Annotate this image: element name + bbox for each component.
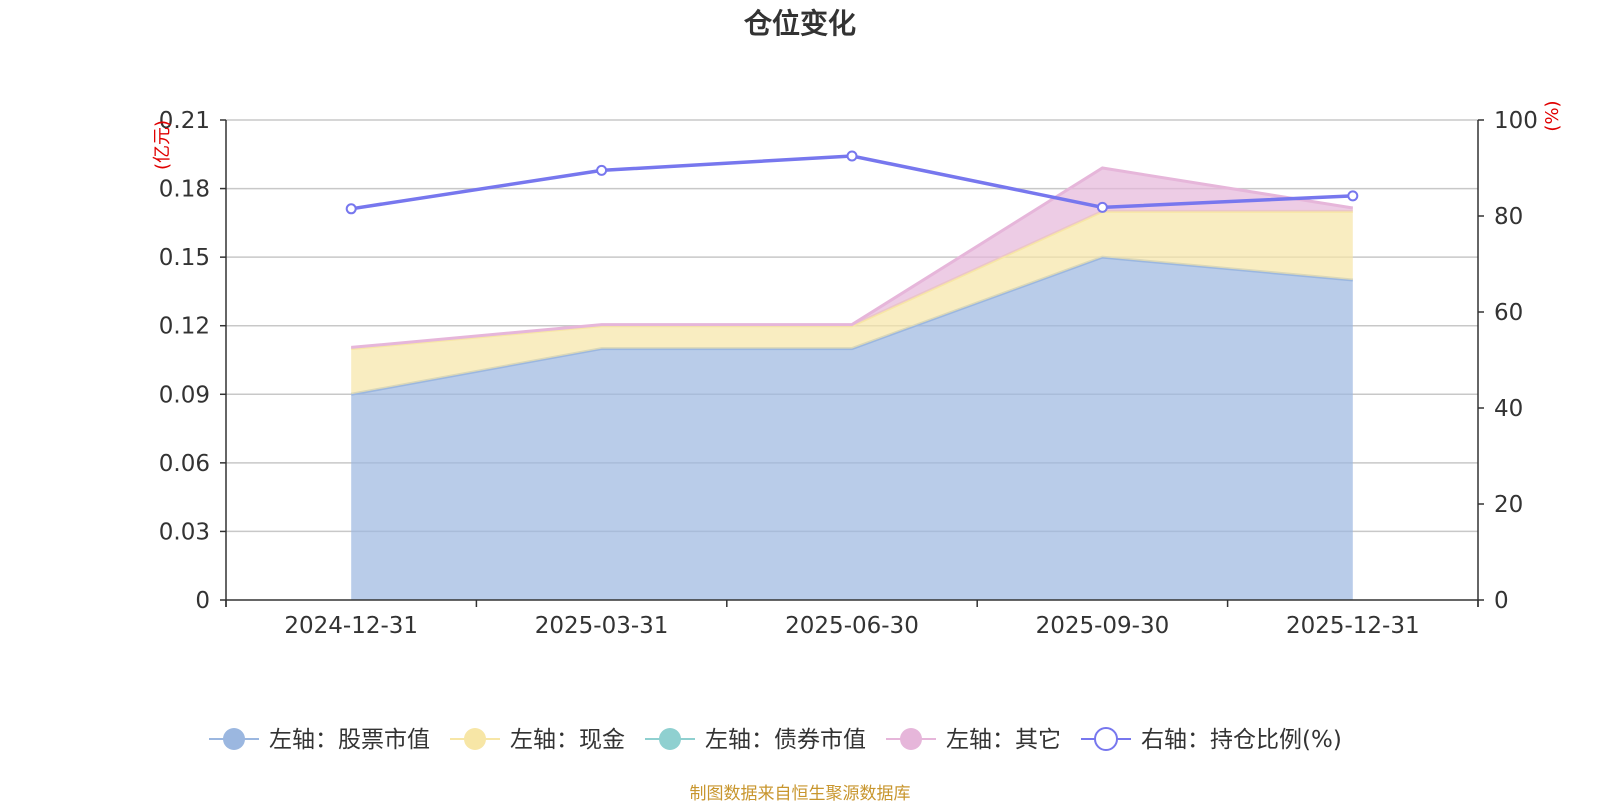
left-axis-tick-label: 0.15 [159,245,210,271]
left-axis-tick-label: 0.09 [159,382,210,408]
left-axis-tick-label: 0.21 [159,108,210,134]
legend-marker [464,728,486,750]
ratio-point [1096,201,1108,213]
data-source-footer: 制图数据来自恒生聚源数据库 [689,784,911,804]
x-axis-tick-label: 2025-03-31 [535,613,669,639]
legend: 左轴：股票市值 左轴：现金 左轴：债券市值 左轴：其它 右轴：持仓比例(%) [209,727,1342,753]
left-axis-tick-label: 0.18 [159,177,210,203]
ratio-point [345,203,357,215]
ratio-point [1347,190,1359,202]
left-axis-tick-label: 0.12 [159,314,210,340]
area-edge-3 [351,166,1354,349]
legend-marker [1094,727,1118,751]
left-axis-tick-label: 0 [195,588,210,614]
area-series [350,166,1354,600]
legend-label: 右轴：持仓比例(%) [1141,727,1342,753]
ratio-line-series [345,150,1359,215]
left-axis-tick-label: 0.03 [159,519,210,545]
right-axis-unit: (%) [1542,100,1563,131]
legend-item-2: 左轴：债券市值 [645,727,866,753]
right-axis-tick-label: 100 [1494,108,1538,134]
legend-item-1: 左轴：现金 [450,727,625,753]
chart-title: 仓位变化 [743,7,856,40]
area-0 [351,257,1353,600]
legend-marker [900,728,922,750]
ratio-point [846,150,858,162]
legend-marker [659,728,681,750]
legend-item-3: 左轴：其它 [886,727,1061,753]
legend-item-0: 左轴：股票市值 [209,727,430,753]
left-axis-unit: (亿元) [152,120,173,170]
ratio-point [596,164,608,176]
area-1 [351,211,1353,395]
right-axis-tick-label: 40 [1494,396,1523,422]
left-axis-tick-label: 0.06 [159,451,210,477]
x-axis-tick-label: 2025-06-30 [785,613,919,639]
right-axis-tick-label: 80 [1494,204,1523,230]
legend-label: 左轴：债券市值 [705,727,866,753]
legend-marker [223,728,245,750]
right-axis-tick-label: 20 [1494,492,1523,518]
right-axis-tick-label: 60 [1494,300,1523,326]
x-axis-tick-label: 2025-09-30 [1036,613,1170,639]
legend-label: 左轴：股票市值 [269,727,430,753]
legend-label: 左轴：现金 [510,727,625,753]
x-axis-tick-label: 2025-12-31 [1286,613,1420,639]
legend-item-4: 右轴：持仓比例(%) [1081,727,1342,753]
right-axis-tick-label: 0 [1494,588,1509,614]
legend-label: 左轴：其它 [946,727,1061,753]
x-axis-tick-label: 2024-12-31 [284,613,418,639]
axes: 0 0.03 0.06 0.09 0.12 0.15 0.18 0.21 0 20 40 60 80 10… [159,108,1538,639]
